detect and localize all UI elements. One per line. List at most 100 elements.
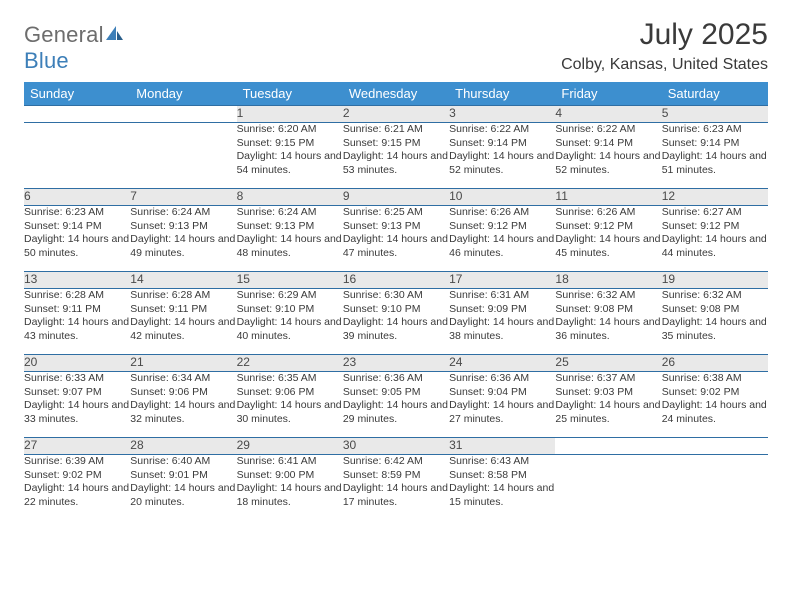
sunrise-line: Sunrise: 6:41 AM <box>237 455 343 469</box>
daylight-line: Daylight: 14 hours and 20 minutes. <box>130 482 236 509</box>
daylight-line: Daylight: 14 hours and 46 minutes. <box>449 233 555 260</box>
daylight-line: Daylight: 14 hours and 33 minutes. <box>24 399 130 426</box>
day-content-cell: Sunrise: 6:23 AMSunset: 9:14 PMDaylight:… <box>662 123 768 189</box>
day-number-cell: 16 <box>343 272 449 289</box>
daylight-line: Daylight: 14 hours and 45 minutes. <box>555 233 661 260</box>
topbar: GeneralBlue July 2025 Colby, Kansas, Uni… <box>24 18 768 74</box>
day-content-row: Sunrise: 6:33 AMSunset: 9:07 PMDaylight:… <box>24 372 768 438</box>
location: Colby, Kansas, United States <box>561 56 768 74</box>
day-number-cell: 1 <box>237 106 343 123</box>
month-title: July 2025 <box>561 18 768 52</box>
day-number-cell: 31 <box>449 438 555 455</box>
daylight-line: Daylight: 14 hours and 52 minutes. <box>449 150 555 177</box>
sunrise-line: Sunrise: 6:33 AM <box>24 372 130 386</box>
sunset-line: Sunset: 9:13 PM <box>130 220 236 234</box>
sunset-line: Sunset: 9:14 PM <box>24 220 130 234</box>
sunset-line: Sunset: 8:59 PM <box>343 469 449 483</box>
day-number-row: 2728293031 <box>24 438 768 455</box>
daylight-line: Daylight: 14 hours and 51 minutes. <box>662 150 768 177</box>
day-content-cell: Sunrise: 6:42 AMSunset: 8:59 PMDaylight:… <box>343 455 449 521</box>
day-number-cell: 7 <box>130 189 236 206</box>
sunrise-line: Sunrise: 6:35 AM <box>237 372 343 386</box>
brand-name-blue: Blue <box>24 48 69 73</box>
sunrise-line: Sunrise: 6:26 AM <box>449 206 555 220</box>
day-content-cell: Sunrise: 6:38 AMSunset: 9:02 PMDaylight:… <box>662 372 768 438</box>
daylight-line: Daylight: 14 hours and 54 minutes. <box>237 150 343 177</box>
sunrise-line: Sunrise: 6:27 AM <box>662 206 768 220</box>
day-content-cell: Sunrise: 6:34 AMSunset: 9:06 PMDaylight:… <box>130 372 236 438</box>
day-number-cell: 22 <box>237 355 343 372</box>
sunset-line: Sunset: 9:10 PM <box>237 303 343 317</box>
sunrise-line: Sunrise: 6:22 AM <box>449 123 555 137</box>
sunset-line: Sunset: 9:06 PM <box>130 386 236 400</box>
day-content-cell <box>662 455 768 521</box>
sunset-line: Sunset: 9:02 PM <box>24 469 130 483</box>
sunset-line: Sunset: 9:03 PM <box>555 386 661 400</box>
daylight-line: Daylight: 14 hours and 40 minutes. <box>237 316 343 343</box>
day-number-row: 20212223242526 <box>24 355 768 372</box>
daylight-line: Daylight: 14 hours and 39 minutes. <box>343 316 449 343</box>
daylight-line: Daylight: 14 hours and 25 minutes. <box>555 399 661 426</box>
daylight-line: Daylight: 14 hours and 22 minutes. <box>24 482 130 509</box>
sunrise-line: Sunrise: 6:24 AM <box>130 206 236 220</box>
day-content-cell: Sunrise: 6:26 AMSunset: 9:12 PMDaylight:… <box>555 206 661 272</box>
daylight-line: Daylight: 14 hours and 36 minutes. <box>555 316 661 343</box>
sunrise-line: Sunrise: 6:30 AM <box>343 289 449 303</box>
sunrise-line: Sunrise: 6:20 AM <box>237 123 343 137</box>
sail-icon <box>106 22 124 48</box>
weekday-header: Saturday <box>662 82 768 106</box>
sunset-line: Sunset: 9:05 PM <box>343 386 449 400</box>
sunrise-line: Sunrise: 6:36 AM <box>343 372 449 386</box>
day-number-cell: 26 <box>662 355 768 372</box>
day-content-cell: Sunrise: 6:36 AMSunset: 9:04 PMDaylight:… <box>449 372 555 438</box>
weekday-header: Sunday <box>24 82 130 106</box>
sunrise-line: Sunrise: 6:32 AM <box>662 289 768 303</box>
sunrise-line: Sunrise: 6:42 AM <box>343 455 449 469</box>
sunrise-line: Sunrise: 6:39 AM <box>24 455 130 469</box>
sunrise-line: Sunrise: 6:23 AM <box>24 206 130 220</box>
sunrise-line: Sunrise: 6:26 AM <box>555 206 661 220</box>
day-content-cell: Sunrise: 6:28 AMSunset: 9:11 PMDaylight:… <box>130 289 236 355</box>
weekday-header: Tuesday <box>237 82 343 106</box>
day-number-cell: 18 <box>555 272 661 289</box>
sunset-line: Sunset: 9:15 PM <box>237 137 343 151</box>
daylight-line: Daylight: 14 hours and 30 minutes. <box>237 399 343 426</box>
brand-name-gray: General <box>24 22 104 47</box>
daylight-line: Daylight: 14 hours and 15 minutes. <box>449 482 555 509</box>
day-number-cell <box>662 438 768 455</box>
day-content-cell: Sunrise: 6:30 AMSunset: 9:10 PMDaylight:… <box>343 289 449 355</box>
sunset-line: Sunset: 9:08 PM <box>662 303 768 317</box>
weekday-header-row: Sunday Monday Tuesday Wednesday Thursday… <box>24 82 768 106</box>
day-number-cell <box>24 106 130 123</box>
day-number-row: 6789101112 <box>24 189 768 206</box>
sunset-line: Sunset: 9:02 PM <box>662 386 768 400</box>
day-number-cell: 4 <box>555 106 661 123</box>
daylight-line: Daylight: 14 hours and 53 minutes. <box>343 150 449 177</box>
daylight-line: Daylight: 14 hours and 44 minutes. <box>662 233 768 260</box>
sunset-line: Sunset: 9:11 PM <box>24 303 130 317</box>
day-content-row: Sunrise: 6:23 AMSunset: 9:14 PM Daylight:… <box>24 206 768 272</box>
day-content-cell: Sunrise: 6:36 AMSunset: 9:05 PMDaylight:… <box>343 372 449 438</box>
day-number-cell: 21 <box>130 355 236 372</box>
sunset-line: Sunset: 9:13 PM <box>237 220 343 234</box>
sunrise-line: Sunrise: 6:36 AM <box>449 372 555 386</box>
brand-name: GeneralBlue <box>24 22 124 74</box>
sunset-line: Sunset: 9:12 PM <box>555 220 661 234</box>
day-number-cell: 8 <box>237 189 343 206</box>
sunset-line: Sunset: 9:06 PM <box>237 386 343 400</box>
daylight-line: Daylight: 14 hours and 48 minutes. <box>237 233 343 260</box>
sunset-line: Sunset: 9:15 PM <box>343 137 449 151</box>
day-content-cell: Sunrise: 6:29 AMSunset: 9:10 PMDaylight:… <box>237 289 343 355</box>
sunset-line: Sunset: 9:04 PM <box>449 386 555 400</box>
daylight-line: Daylight: 14 hours and 27 minutes. <box>449 399 555 426</box>
sunrise-line: Sunrise: 6:32 AM <box>555 289 661 303</box>
sunrise-line: Sunrise: 6:43 AM <box>449 455 555 469</box>
day-number-cell: 30 <box>343 438 449 455</box>
sunrise-line: Sunrise: 6:22 AM <box>555 123 661 137</box>
sunrise-line: Sunrise: 6:21 AM <box>343 123 449 137</box>
title-block: July 2025 Colby, Kansas, United States <box>561 18 768 74</box>
day-content-row: Sunrise: 6:39 AMSunset: 9:02 PMDaylight:… <box>24 455 768 521</box>
weekday-header: Monday <box>130 82 236 106</box>
sunset-line: Sunset: 8:58 PM <box>449 469 555 483</box>
day-number-cell: 19 <box>662 272 768 289</box>
